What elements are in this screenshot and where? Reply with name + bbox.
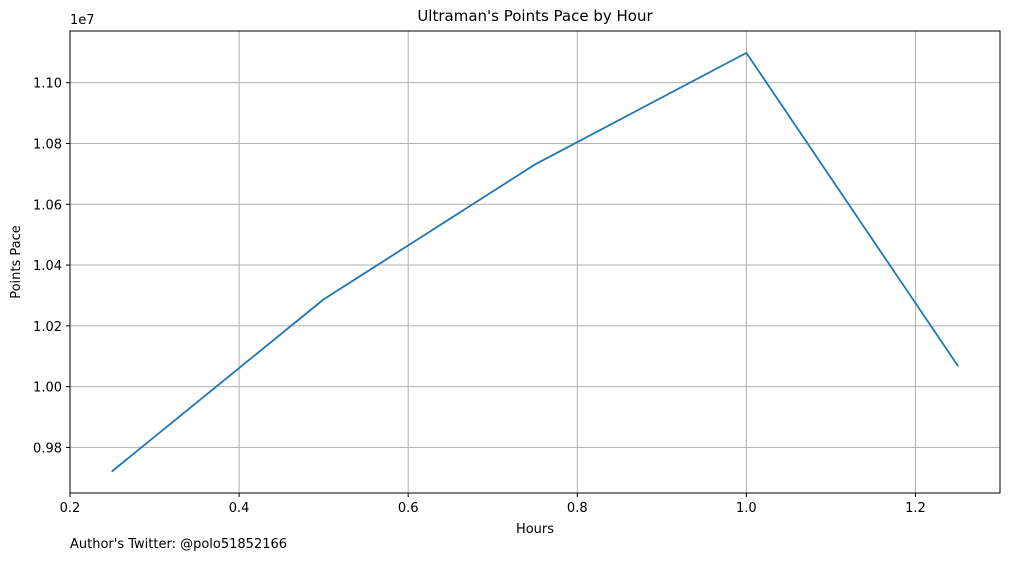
y-tick-label: 1.08: [33, 137, 62, 152]
x-tick-label: 0.2: [60, 501, 81, 516]
y-tick-label: 1.10: [33, 77, 62, 92]
data-point: [111, 470, 114, 473]
y-axis-label: Points Pace: [9, 225, 24, 299]
x-tick-label: 1.0: [736, 501, 757, 516]
series-group: [111, 51, 959, 473]
grid-lines: [69, 31, 1000, 493]
author-credit: Author's Twitter: @polo51852166: [70, 537, 288, 552]
x-tick-label: 0.8: [567, 501, 588, 516]
y-tick-label: 1.00: [33, 381, 62, 396]
chart-title: Ultraman's Points Pace by Hour: [417, 7, 653, 25]
y-tick-label: 1.04: [33, 259, 62, 274]
data-point: [534, 163, 536, 166]
data-point: [956, 364, 959, 367]
y-offset-label: 1e7: [70, 13, 95, 28]
data-point: [322, 298, 325, 301]
x-tick-label: 0.6: [398, 501, 419, 516]
data-point: [745, 51, 748, 54]
y-tick-label: 1.02: [33, 320, 62, 335]
x-axis-label: Hours: [516, 522, 554, 537]
y-tick-label: 1.06: [33, 198, 62, 213]
x-tick-label: 1.2: [905, 501, 926, 516]
x-tick-label: 0.4: [229, 501, 250, 516]
plot-frame: [69, 30, 1001, 494]
x-axis-ticks: 0.2 0.4 0.6 0.8 1.0 1.2: [60, 493, 926, 516]
y-tick-label: 0.98: [33, 441, 62, 456]
y-axis-ticks: 0.98 1.00 1.02 1.04 1.06 1.08 1.10: [33, 77, 70, 456]
